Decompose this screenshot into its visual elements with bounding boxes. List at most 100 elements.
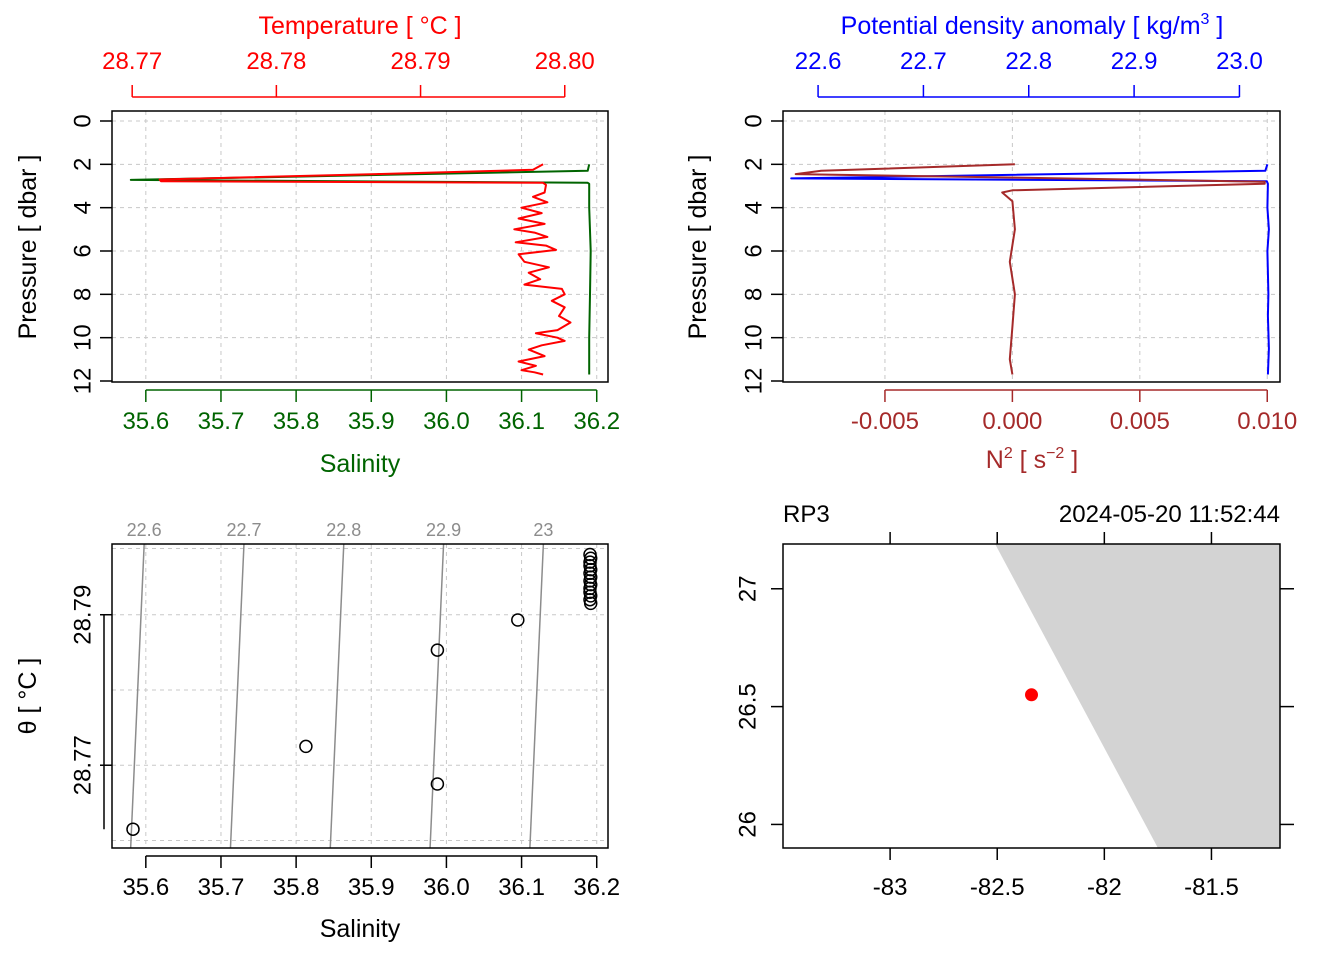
p2-bottom-axis-title-mid: [ s (1013, 446, 1046, 474)
p4-axes: -83 -82.5 -82 -81.5 26 26.5 27 (734, 532, 1294, 901)
p3-point-2 (430, 777, 445, 791)
p2-top-tick-label-22.6: 22.6 (795, 48, 842, 75)
p1-temperature-line (158, 163, 572, 376)
p3-bottom-tick-label-35.8: 35.8 (273, 874, 320, 901)
p4-station-point (1025, 688, 1038, 702)
p3-axes: 35.6 35.7 35.8 35.9 36.0 36.1 36.2 28.77 28.79 (69, 585, 620, 901)
panel-station-map: -83 -82.5 -82 -81.5 26 26.5 27 RP3 2024-05-20 … (734, 501, 1294, 901)
p4-bottom-tick-label--82: -82 (1087, 874, 1122, 901)
p1-series (129, 163, 592, 376)
p1-ytick-label-12: 12 (69, 368, 96, 395)
p3-bottom-tick-label-36.2: 36.2 (573, 874, 620, 901)
p4-datetime-label: 2024-05-20 11:52:44 (1059, 501, 1280, 528)
p3-point-0 (126, 822, 140, 836)
p4-station (1025, 688, 1038, 702)
p2-bottom-axis-title-main: N (986, 446, 1004, 474)
p4-left-tick-label-27: 27 (734, 575, 761, 602)
p1-grid (112, 111, 608, 382)
p1-ytick-label-10: 10 (69, 324, 96, 351)
p3-point-4 (511, 613, 525, 627)
p2-top-axis-title: Potential density anomaly [ kg/m3 ] (841, 11, 1224, 40)
p2-plot-frame (782, 110, 1281, 383)
p3-ytick-label-28.77: 28.77 (69, 735, 96, 795)
p1-ytick-label-8: 8 (69, 288, 96, 301)
p2-n2-line (794, 163, 1266, 375)
p3-ytick-label-28.79: 28.79 (69, 585, 96, 645)
p3-isopycnal-label-23: 23 (533, 520, 553, 540)
p3-y-axis-title: θ [ °C ] (14, 658, 42, 735)
p4-bottom-tick-label--83: -83 (873, 874, 908, 901)
p1-bottom-tick-label-36.0: 36.0 (423, 408, 470, 435)
p2-ytick-label-10: 10 (740, 324, 767, 351)
p3-bottom-tick-label-35.9: 35.9 (348, 874, 395, 901)
p2-bottom-axis-title-end: ] (1064, 446, 1078, 474)
p2-left-axis-title: Pressure [ dbar ] (684, 155, 712, 340)
p1-top-tick-label-28.80: 28.80 (535, 48, 595, 75)
p3-isopycnal-label-22.6: 22.6 (127, 520, 162, 540)
p1-plot-frame (111, 110, 609, 383)
p4-land-polygon (995, 544, 1280, 848)
p3-bottom-tick-label-35.7: 35.7 (198, 874, 245, 901)
p3-isopycnal-23 (529, 543, 545, 849)
p2-ytick-label-0: 0 (740, 114, 767, 127)
panel-temperature-salinity: 0 2 4 6 8 10 12 35.6 35.7 35.8 35.9 36.0 36.1 36.2 28.… (14, 12, 620, 478)
p1-bottom-tick-label-35.8: 35.8 (273, 408, 320, 435)
p3-isopycnal-22.8 (329, 543, 345, 849)
p2-bottom-axis-title-exp1: 2 (1004, 445, 1013, 462)
p2-grid (783, 111, 1280, 382)
p3-point-1 (299, 739, 313, 754)
p1-ytick-label-4: 4 (69, 201, 96, 214)
p1-top-tick-label-28.78: 28.78 (246, 48, 306, 75)
p2-bottom-tick-label-0.005: 0.005 (1110, 408, 1170, 435)
p1-left-axis-title: Pressure [ dbar ] (14, 155, 42, 340)
p2-top-tick-label-22.8: 22.8 (1005, 48, 1052, 75)
p2-bottom-axis-title: N2 [ s−2 ] (986, 445, 1078, 474)
p3-x-axis-title: Salinity (320, 915, 401, 943)
p2-bottom-axis-title-exp2: −2 (1046, 445, 1064, 462)
p2-top-axis-title-main: Potential density anomaly [ kg/m (841, 12, 1201, 40)
p2-ytick-label-6: 6 (740, 244, 767, 257)
p2-bottom-tick-label--0.005: -0.005 (851, 408, 919, 435)
p3-isopycnal-22.9 (429, 543, 445, 849)
p4-bottom-tick-label--81.5: -81.5 (1184, 874, 1239, 901)
p1-ytick-label-0: 0 (69, 114, 96, 127)
panel-ts-diagram: 22.6 22.7 22.8 22.9 23 35.6 35.7 35.8 35.9 36.0 3… (14, 520, 620, 943)
p3-bottom-tick-label-36.0: 36.0 (423, 874, 470, 901)
p4-bottom-tick-label--82.5: -82.5 (970, 874, 1025, 901)
p3-points (126, 547, 598, 836)
p3-bottom-tick-label-35.6: 35.6 (122, 874, 169, 901)
p2-bottom-tick-label-0.000: 0.000 (982, 408, 1042, 435)
p1-bottom-tick-label-35.7: 35.7 (198, 408, 245, 435)
p3-grid (112, 544, 608, 848)
p1-bottom-tick-label-36.1: 36.1 (498, 408, 545, 435)
p4-land (995, 544, 1280, 848)
p2-bottom-tick-label-0.010: 0.010 (1237, 408, 1297, 435)
p4-left-tick-label-26: 26 (734, 811, 761, 838)
p3-point-7 (583, 555, 597, 569)
p3-isopycnals: 22.6 22.7 22.8 22.9 23 (127, 520, 553, 849)
p2-axes: 0 2 4 6 8 10 12 -0.005 0.000 0.005 0.010 22.6 22.7 22… (740, 48, 1297, 435)
p1-bottom-tick-label-35.9: 35.9 (348, 408, 395, 435)
p3-plot-frame (111, 543, 609, 849)
p3-point-18 (583, 596, 598, 611)
p3-isopycnal-label-22.9: 22.9 (426, 520, 461, 540)
p2-ytick-label-2: 2 (740, 158, 767, 171)
p1-salinity-line (129, 164, 592, 375)
p1-bottom-tick-label-36.2: 36.2 (573, 408, 620, 435)
p1-top-tick-label-28.77: 28.77 (102, 48, 162, 75)
p1-ytick-label-6: 6 (69, 244, 96, 257)
p2-density-line (790, 163, 1270, 375)
p2-top-tick-label-22.7: 22.7 (900, 48, 947, 75)
p3-point-3 (430, 643, 445, 657)
p1-bottom-tick-label-35.6: 35.6 (122, 408, 169, 435)
p3-isopycnal-22.7 (229, 543, 245, 849)
p1-top-tick-label-28.79: 28.79 (391, 48, 451, 75)
p2-series (790, 163, 1270, 375)
p2-top-tick-label-23.0: 23.0 (1216, 48, 1263, 75)
p3-bottom-tick-label-36.1: 36.1 (498, 874, 545, 901)
p2-ytick-label-12: 12 (740, 368, 767, 395)
p2-top-axis-title-exp: 3 (1201, 11, 1210, 28)
p4-plot-frame (782, 543, 1281, 849)
p3-isopycnal-label-22.8: 22.8 (326, 520, 361, 540)
